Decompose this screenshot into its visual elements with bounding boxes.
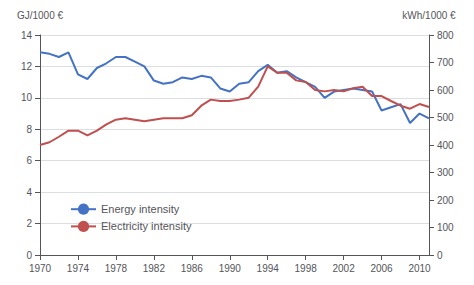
svg-text:600: 600 [437, 85, 454, 96]
svg-text:100: 100 [437, 222, 454, 233]
svg-text:2010: 2010 [408, 263, 431, 274]
svg-text:10: 10 [21, 92, 33, 103]
svg-text:1986: 1986 [181, 263, 204, 274]
svg-text:200: 200 [437, 195, 454, 206]
svg-text:14: 14 [21, 30, 33, 41]
svg-text:300: 300 [437, 167, 454, 178]
svg-text:2006: 2006 [370, 263, 393, 274]
svg-text:6: 6 [26, 155, 32, 166]
svg-text:1982: 1982 [143, 263, 166, 274]
svg-text:Energy intensity: Energy intensity [101, 203, 180, 215]
svg-text:2: 2 [26, 218, 32, 229]
svg-text:2002: 2002 [332, 263, 355, 274]
svg-text:12: 12 [21, 61, 33, 72]
svg-text:GJ/1000 €: GJ/1000 € [17, 10, 64, 21]
svg-text:400: 400 [437, 140, 454, 151]
svg-text:1990: 1990 [219, 263, 242, 274]
svg-text:1998: 1998 [295, 263, 318, 274]
svg-text:0: 0 [26, 250, 32, 261]
svg-text:700: 700 [437, 57, 454, 68]
svg-text:500: 500 [437, 112, 454, 123]
svg-text:8: 8 [26, 124, 32, 135]
svg-text:0: 0 [437, 250, 443, 261]
svg-text:Electricity intensity: Electricity intensity [101, 220, 192, 232]
svg-text:800: 800 [437, 30, 454, 41]
svg-text:kWh/1000 €: kWh/1000 € [402, 10, 456, 21]
svg-text:1978: 1978 [105, 263, 128, 274]
svg-text:1994: 1994 [257, 263, 280, 274]
svg-text:4: 4 [26, 187, 32, 198]
svg-text:1970: 1970 [29, 263, 52, 274]
svg-text:1974: 1974 [67, 263, 90, 274]
